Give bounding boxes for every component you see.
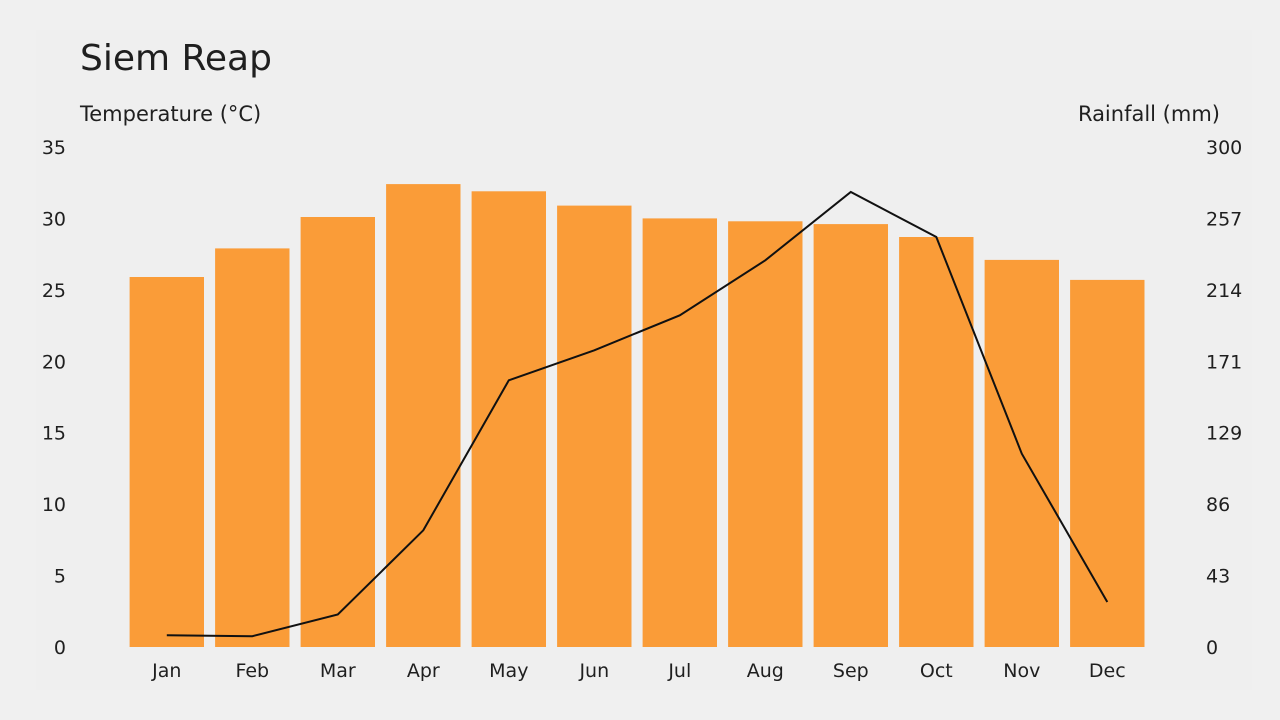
right-axis-title: Rainfall (mm): [1078, 102, 1220, 126]
x-tick-label-nov: Nov: [1003, 660, 1040, 682]
x-tick-label-may: May: [489, 660, 528, 682]
left-tick-label: 35: [42, 137, 66, 159]
x-tick-label-feb: Feb: [235, 660, 269, 682]
right-tick-label: 0: [1206, 637, 1218, 659]
temperature-bar-feb: [215, 248, 290, 647]
temperature-bars: [129, 184, 1145, 648]
temperature-bar-may: [471, 191, 546, 648]
left-tick-label: 10: [42, 494, 66, 516]
x-tick-label-apr: Apr: [407, 660, 440, 682]
x-tick-label-sep: Sep: [833, 660, 869, 682]
right-tick-label: 129: [1206, 423, 1242, 445]
x-tick-label-aug: Aug: [747, 660, 784, 682]
right-tick-label: 86: [1206, 494, 1230, 516]
temperature-bar-jan: [129, 277, 204, 647]
left-tick-label: 15: [42, 423, 66, 445]
x-axis-ticks: Jan Feb Mar Apr May Jun Jul Aug Sep Oct Nov Dec: [151, 660, 1126, 682]
right-tick-label: 300: [1206, 137, 1242, 159]
right-tick-label: 43: [1206, 566, 1230, 588]
temperature-bar-aug: [728, 221, 803, 648]
temperature-bar-sep: [813, 224, 888, 647]
left-tick-label: 20: [42, 351, 66, 373]
temperature-bar-oct: [899, 237, 974, 647]
x-tick-label-jan: Jan: [151, 660, 181, 682]
rainfall-line-layer: [166, 190, 1109, 638]
temperature-bar-dec: [1070, 279, 1145, 647]
left-tick-label: 0: [54, 637, 66, 659]
x-tick-label-oct: Oct: [920, 660, 953, 682]
right-tick-label: 171: [1206, 351, 1242, 373]
temperature-bar-apr: [386, 184, 461, 647]
right-axis-ticks: 0 43 86 129 171 214 257 300: [1206, 137, 1242, 659]
left-tick-label: 5: [54, 566, 66, 588]
left-tick-label: 25: [42, 280, 66, 302]
temperature-bar-jun: [557, 205, 632, 647]
rainfall-line: [166, 190, 1109, 638]
x-tick-label-jun: Jun: [578, 660, 609, 682]
left-tick-label: 30: [42, 208, 66, 230]
x-tick-label-jul: Jul: [667, 660, 691, 682]
left-axis-ticks: 0 5 10 15 20 25 30 35: [42, 137, 66, 659]
right-tick-label: 257: [1206, 208, 1242, 230]
x-tick-label-mar: Mar: [320, 660, 356, 682]
left-axis-title: Temperature (°C): [79, 102, 261, 126]
temperature-bar-mar: [300, 217, 375, 647]
right-tick-label: 214: [1206, 280, 1242, 302]
chart-title: Siem Reap: [80, 38, 272, 79]
x-tick-label-dec: Dec: [1089, 660, 1126, 682]
temperature-bar-jul: [642, 218, 717, 647]
